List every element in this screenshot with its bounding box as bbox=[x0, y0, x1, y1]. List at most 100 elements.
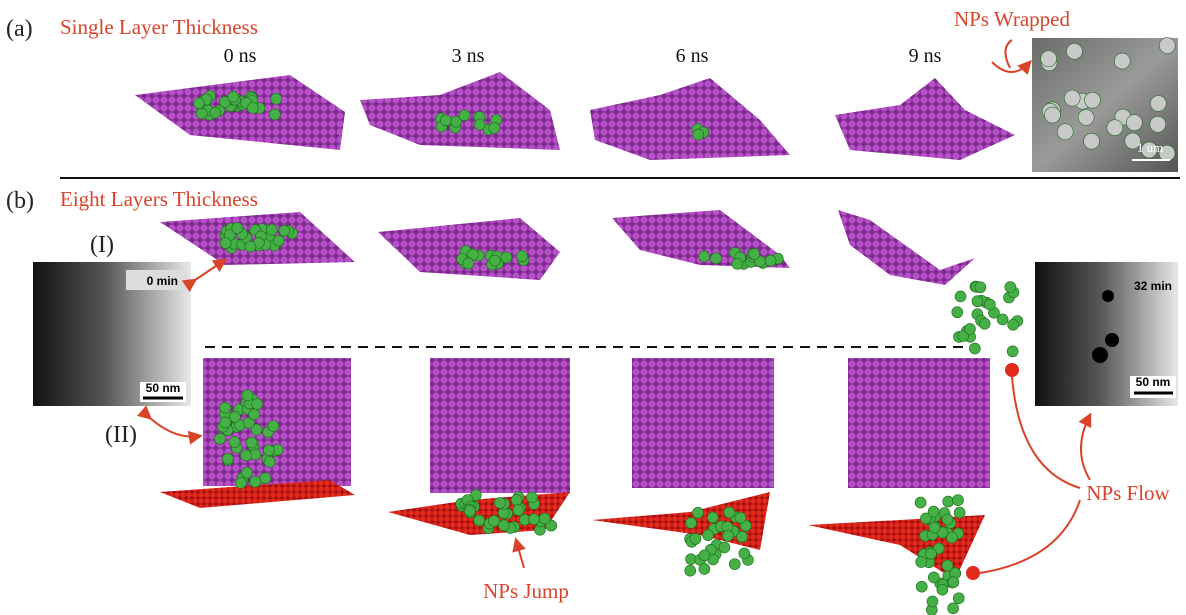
nanoparticle bbox=[916, 557, 927, 568]
nanoparticle bbox=[194, 98, 205, 109]
annotation: NPs Jump bbox=[483, 579, 569, 603]
sem-particle bbox=[1126, 115, 1142, 131]
time-label: 3 ns bbox=[452, 45, 485, 67]
nanoparticle bbox=[937, 584, 948, 595]
nanoparticle bbox=[693, 507, 704, 518]
nanoparticle bbox=[699, 563, 710, 574]
panel-title: Eight Layers Thickness bbox=[60, 187, 258, 211]
nanoparticle bbox=[464, 505, 475, 516]
sheet bbox=[590, 78, 790, 160]
flow-point bbox=[1005, 363, 1019, 377]
nanoparticle bbox=[474, 119, 485, 130]
sem-particle bbox=[1084, 133, 1100, 149]
nanoparticle bbox=[489, 122, 500, 133]
sem-particle bbox=[1041, 51, 1057, 67]
nanoparticle bbox=[229, 411, 240, 422]
nanoparticle bbox=[719, 542, 730, 553]
nanoparticle bbox=[997, 314, 1008, 325]
nanoparticle bbox=[249, 409, 260, 420]
sem-particle bbox=[1057, 124, 1073, 140]
particle bbox=[1092, 347, 1108, 363]
time-label: 0 ns bbox=[224, 45, 257, 67]
nanoparticle bbox=[263, 445, 274, 456]
nanoparticle bbox=[979, 318, 990, 329]
nanoparticle bbox=[539, 513, 550, 524]
scale-label: 1 um bbox=[1137, 140, 1163, 155]
nanoparticle bbox=[474, 515, 485, 526]
nanoparticle bbox=[247, 102, 258, 113]
nanoparticle bbox=[948, 577, 959, 588]
nanoparticle bbox=[271, 93, 282, 104]
nanoparticle bbox=[699, 550, 710, 561]
panel-label: (a) bbox=[6, 16, 33, 42]
nanoparticle bbox=[242, 390, 253, 401]
nanoparticle bbox=[489, 255, 500, 266]
nanoparticle bbox=[252, 398, 263, 409]
nanoparticle bbox=[260, 473, 271, 484]
sem-particle bbox=[1064, 90, 1080, 106]
nanoparticle bbox=[699, 251, 710, 262]
nanoparticle bbox=[749, 249, 760, 260]
nanoparticle bbox=[240, 450, 251, 461]
nanoparticle bbox=[488, 515, 499, 526]
nanoparticle bbox=[724, 507, 735, 518]
nanoparticle bbox=[926, 548, 937, 559]
nanoparticle bbox=[241, 467, 252, 478]
nanoparticle bbox=[266, 224, 277, 235]
nanoparticle bbox=[732, 258, 743, 269]
annotation: NPs Flow bbox=[1086, 481, 1170, 505]
nanoparticle bbox=[915, 497, 926, 508]
nanoparticle bbox=[220, 238, 231, 249]
nanoparticle bbox=[972, 296, 983, 307]
row-label: (I) bbox=[90, 232, 114, 258]
nanoparticle bbox=[955, 291, 966, 302]
arrow bbox=[516, 540, 524, 568]
image-time: 0 min bbox=[147, 274, 178, 288]
nanoparticle bbox=[693, 129, 704, 140]
flow-line bbox=[980, 500, 1080, 573]
sheet bbox=[360, 72, 560, 150]
row-label: (II) bbox=[105, 422, 137, 448]
nanoparticle bbox=[246, 437, 257, 448]
sheet bbox=[632, 358, 774, 488]
sem-particle bbox=[1159, 38, 1175, 54]
nanoparticle bbox=[222, 453, 233, 464]
nanoparticle bbox=[264, 456, 275, 467]
nanoparticle bbox=[943, 496, 954, 507]
nanoparticle bbox=[228, 91, 239, 102]
nanoparticle bbox=[964, 323, 975, 334]
sheet bbox=[838, 210, 975, 285]
nanoparticle bbox=[954, 507, 965, 518]
arrow bbox=[150, 418, 200, 437]
sem-particle bbox=[1107, 120, 1123, 136]
arrow bbox=[992, 40, 1030, 72]
nanoparticle bbox=[235, 477, 246, 488]
nanoparticle bbox=[765, 255, 776, 266]
nanoparticle bbox=[215, 433, 226, 444]
sem-particle bbox=[1084, 92, 1100, 108]
nanoparticle bbox=[916, 581, 927, 592]
panel-label: (b) bbox=[6, 188, 34, 214]
nanoparticle bbox=[1005, 282, 1016, 293]
nanoparticle bbox=[250, 476, 261, 487]
nanoparticle bbox=[517, 251, 528, 262]
scale-label: 50 nm bbox=[146, 381, 181, 395]
sem-particle bbox=[1044, 107, 1060, 123]
nanoparticle bbox=[729, 559, 740, 570]
nanoparticle bbox=[196, 108, 207, 119]
nanoparticle bbox=[279, 225, 290, 236]
particle bbox=[1102, 290, 1114, 302]
nanoparticle bbox=[723, 530, 734, 541]
nanoparticle bbox=[440, 115, 451, 126]
particle bbox=[1105, 333, 1119, 347]
nanoparticle bbox=[526, 492, 537, 503]
nanoparticle bbox=[975, 282, 986, 293]
nanoparticle bbox=[952, 495, 963, 506]
nanoparticle bbox=[953, 593, 964, 604]
nanoparticle bbox=[1007, 346, 1018, 357]
nanoparticle bbox=[220, 402, 231, 413]
nanoparticle bbox=[498, 520, 509, 531]
nanoparticle bbox=[711, 253, 722, 264]
nanoparticle bbox=[463, 258, 474, 269]
sheet bbox=[430, 358, 570, 493]
